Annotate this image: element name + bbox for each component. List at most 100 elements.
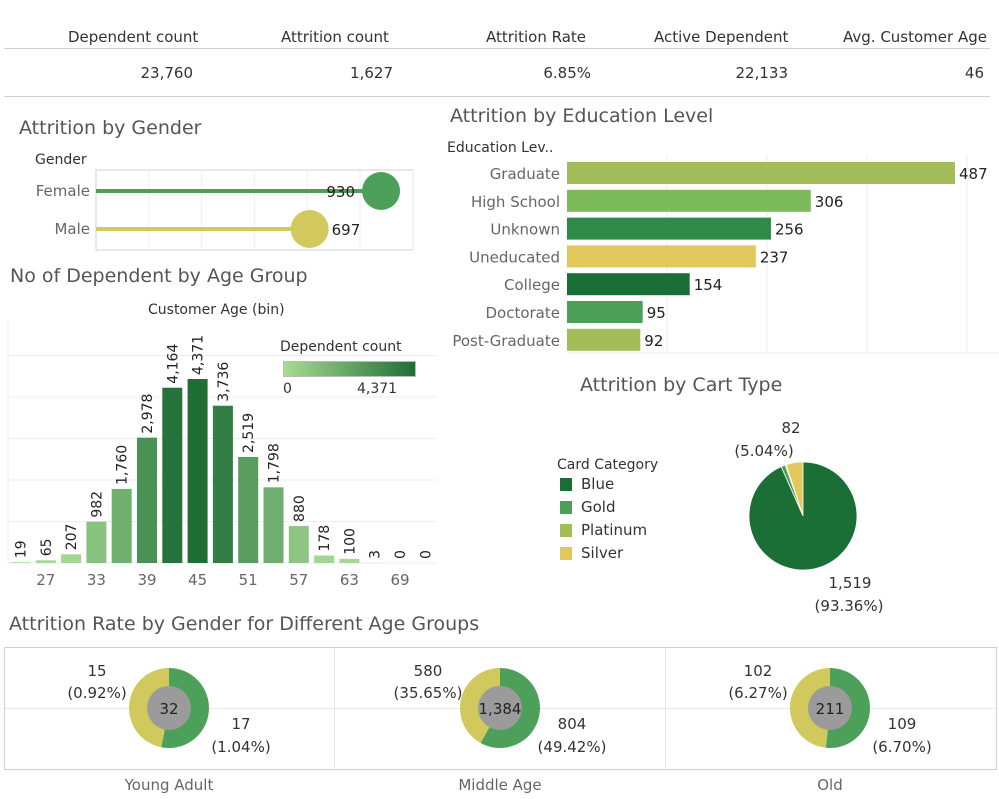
age-group-axis-label: Old — [817, 776, 843, 794]
age-bar-chart: 19 65 207 982 1,760 2,978 4,164 4,371 3,736 2,519… — [7, 320, 436, 589]
gender-value-label: 930 — [326, 183, 355, 201]
education-bar — [567, 301, 643, 323]
education-category-label: Post-Graduate — [452, 332, 560, 350]
age-value-label: 0 — [418, 550, 434, 559]
donut-total-label: 32 — [159, 700, 178, 718]
donut-total-label: 211 — [816, 700, 845, 718]
kpi-header-rule — [4, 48, 990, 49]
age-bar — [339, 558, 360, 563]
age-value-label: 1,760 — [115, 445, 131, 485]
card-callout-silver-value: 82 — [781, 419, 800, 437]
age-value-label: 100 — [342, 528, 358, 555]
age-bar — [187, 379, 208, 563]
education-bar — [567, 328, 641, 351]
education-value-label: 154 — [694, 276, 723, 294]
card-pie-slice — [748, 461, 858, 571]
donut-female-value: 109 — [888, 715, 917, 733]
age-tick-label: 69 — [390, 571, 409, 589]
donut-male-value: 580 — [414, 662, 443, 680]
donut-hole — [147, 686, 191, 730]
kpi-value-attrition-rate: 6.85% — [543, 64, 591, 82]
age-bar — [212, 405, 233, 563]
age-tick-label: 57 — [289, 571, 308, 589]
age-value-label: 3 — [368, 550, 384, 559]
age-tick-label: 63 — [340, 571, 359, 589]
card-chart-title: Attrition by Cart Type — [580, 374, 783, 396]
age-value-label: 3,736 — [216, 362, 232, 402]
age-bar — [35, 560, 56, 563]
age-legend-title: Dependent count — [280, 339, 402, 355]
card-callout-blue-pct: (93.36%) — [815, 597, 884, 615]
kpi-header-dependent-count: Dependent count — [68, 28, 199, 46]
donut-male-value: 15 — [87, 662, 106, 680]
age-value-label: 982 — [89, 491, 105, 518]
gender-lollipop-chart: Female 930 Male 697 — [36, 169, 414, 251]
legend-swatch-platinum — [560, 524, 572, 537]
gender-value-label: 697 — [332, 221, 361, 239]
age-legend-max: 4,371 — [357, 381, 398, 397]
age-bar — [263, 487, 284, 563]
card-callout-blue-value: 1,519 — [829, 574, 872, 592]
donut-male-pct: (35.65%) — [394, 684, 463, 702]
donut-male-pct: (6.27%) — [728, 684, 787, 702]
age-group-chart-title: Attrition Rate by Gender for Different A… — [9, 613, 480, 635]
legend-label-blue: Blue — [581, 475, 615, 493]
age-value-label: 4,164 — [165, 344, 181, 384]
age-value-label: 4,371 — [191, 335, 207, 375]
kpi-header-active-dependent: Active Dependent — [654, 28, 789, 46]
age-bar — [137, 437, 157, 563]
education-category-label: College — [504, 276, 560, 294]
kpi-bottom-rule — [4, 96, 990, 97]
gender-dot — [362, 172, 401, 210]
age-bar — [162, 387, 183, 563]
education-dimension-label: Education Lev.. — [447, 140, 554, 156]
kpi-header-attrition-count: Attrition count — [281, 28, 389, 46]
age-value-label: 2,519 — [241, 413, 257, 453]
donut-hole — [808, 686, 852, 730]
education-value-label: 487 — [959, 165, 988, 183]
legend-label-silver: Silver — [581, 544, 624, 562]
age-value-label: 2,978 — [140, 394, 156, 434]
age-group-axis-label: Young Adult — [124, 776, 214, 794]
education-bar-chart: Graduate 487 High School 306 Unknown 256 Unedu… — [452, 155, 999, 354]
education-value-label: 92 — [644, 332, 663, 350]
legend-swatch-blue — [560, 478, 572, 491]
age-value-label: 1,798 — [267, 443, 283, 483]
donut-female-pct: (1.04%) — [211, 738, 270, 756]
age-value-label: 19 — [14, 540, 30, 558]
education-bar — [567, 273, 690, 296]
gender-chart-title: Attrition by Gender — [19, 117, 202, 139]
education-category-label: Unknown — [490, 221, 560, 239]
donut-male-value: 102 — [744, 662, 773, 680]
age-bar — [238, 456, 259, 563]
age-bar — [86, 521, 107, 563]
education-category-label: High School — [471, 193, 560, 211]
age-bar — [61, 554, 82, 563]
legend-swatch-silver — [560, 547, 572, 560]
legend-swatch-gold — [560, 501, 572, 514]
age-bar — [10, 562, 31, 563]
donut-total-label: 1,384 — [479, 700, 522, 718]
education-category-label: Doctorate — [485, 304, 560, 322]
kpi-header-avg-customer-age: Avg. Customer Age — [843, 28, 987, 46]
gender-dot — [290, 210, 329, 248]
education-category-label: Uneducated — [469, 248, 560, 266]
age-bar — [314, 555, 335, 563]
donut-female-value: 17 — [231, 715, 250, 733]
donut-female-pct: (6.70%) — [872, 738, 931, 756]
age-tick-label: 33 — [87, 571, 106, 589]
donut-hole — [478, 686, 522, 730]
age-group-frame — [4, 647, 997, 770]
education-value-label: 306 — [815, 193, 844, 211]
education-chart-title: Attrition by Education Level — [450, 105, 714, 127]
education-bar — [567, 162, 955, 184]
age-group-divider-2 — [665, 648, 666, 768]
donut-female-value: 804 — [558, 715, 587, 733]
age-tick-label: 51 — [239, 571, 258, 589]
education-bar — [567, 217, 771, 240]
gender-dimension-label: Gender — [35, 152, 87, 168]
donut-male-pct: (0.92%) — [67, 684, 126, 702]
age-value-label: 178 — [317, 525, 333, 552]
kpi-value-dependent-count: 23,760 — [140, 64, 194, 82]
age-value-label: 65 — [39, 538, 55, 556]
